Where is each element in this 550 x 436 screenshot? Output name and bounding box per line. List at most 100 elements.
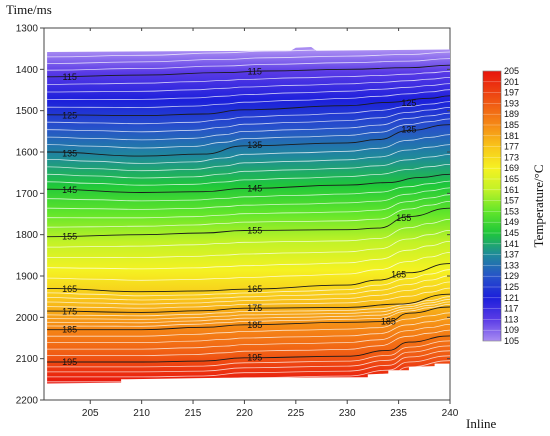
contour-line-155 (47, 207, 450, 238)
minor-contour-line (47, 163, 450, 186)
contour-label-175: 175 (62, 307, 77, 317)
minor-contour-line (47, 298, 450, 320)
colorbar-tick-label: 117 (504, 304, 518, 314)
colorbar-tick-label: 161 (504, 185, 519, 195)
contour-label-135: 135 (62, 149, 77, 159)
temperature-field (47, 47, 450, 384)
minor-contour-line (47, 112, 450, 141)
minor-contour-line (47, 200, 450, 228)
x-axis-title: Inline (466, 416, 497, 431)
contour-label-125: 125 (401, 98, 416, 108)
y-tick-label: 1900 (16, 272, 39, 283)
minor-contour-line (47, 144, 450, 172)
x-tick-label: 215 (185, 408, 202, 419)
minor-contour-line (47, 281, 450, 305)
contour-label-165: 165 (247, 284, 262, 294)
minor-contour-line (47, 240, 450, 270)
minor-contour-line (47, 47, 450, 58)
contour-line-195 (47, 335, 450, 363)
minor-contour-line (47, 154, 450, 179)
contour-line-185 (47, 306, 450, 331)
minor-contour-line (47, 77, 450, 93)
y-axis-title: Time/ms (6, 2, 52, 17)
colorbar-ticks: 2052011971931891851811771731691651611571… (483, 66, 519, 346)
colorbar-tick-label: 189 (504, 109, 519, 119)
colorbar-tick-label: 129 (504, 271, 519, 281)
minor-contour-line (47, 83, 450, 100)
minor-contour-line (47, 312, 450, 337)
colorbar-tick-label: 169 (504, 163, 519, 173)
y-axis-ticks: 1300 1400 1500 1600 1700 1800 1900 2000 2100 2200 (16, 24, 450, 407)
minor-contour-line (47, 252, 450, 281)
minor-contour-line (47, 301, 450, 324)
contour-label-195: 195 (62, 357, 77, 367)
colorbar-tick-label: 153 (504, 206, 519, 216)
contour-label-155: 155 (247, 226, 262, 236)
minor-contour-line (47, 180, 450, 202)
contour-label-135: 135 (401, 125, 416, 135)
contour-label-155: 155 (62, 232, 77, 242)
y-tick-label: 1600 (16, 148, 39, 159)
colorbar-tick-label: 137 (504, 250, 519, 260)
contour-line-175 (47, 293, 450, 313)
minor-contour-line (47, 318, 450, 344)
contour-line-135 (47, 124, 450, 157)
y-tick-label: 2200 (16, 396, 39, 407)
colorbar-title: Temperature/°C (531, 165, 546, 248)
colorbar-tick-label: 133 (504, 260, 519, 270)
minor-contour-line (47, 89, 450, 108)
y-tick-label: 1700 (16, 189, 39, 200)
minor-contour-line (47, 101, 450, 125)
major-contours (47, 64, 450, 363)
minor-contour-line (47, 218, 450, 248)
minor-contour-line (47, 287, 450, 309)
colorbar-tick-label: 121 (504, 293, 519, 303)
minor-contour-line (47, 70, 450, 85)
minor-contour-line (47, 107, 450, 133)
contour-labels: 115 115 125 125 135 135 135 145 145 155 155 155 165 1… (62, 66, 416, 367)
minor-contour-line (47, 275, 450, 301)
colorbar-tick-label: 181 (504, 131, 519, 141)
minor-contour-line (47, 329, 450, 356)
y-tick-label: 2100 (16, 354, 39, 365)
colorbar-tick-label: 157 (504, 196, 519, 206)
contour-line-115 (47, 64, 450, 78)
contour-label-115: 115 (248, 66, 262, 76)
colorbar-tick-label: 145 (504, 228, 519, 238)
y-tick-label: 1800 (16, 230, 39, 241)
minor-contour-line (47, 296, 450, 317)
contour-line-125 (47, 95, 450, 117)
x-tick-label: 225 (287, 408, 304, 419)
contour-label-185: 185 (62, 325, 77, 335)
colorbar-tick-label: 173 (504, 152, 519, 162)
colorbar-tick-label: 113 (504, 314, 518, 324)
contour-label-155: 155 (396, 213, 411, 223)
contour-label-125: 125 (62, 111, 77, 121)
colorbar-tick-label: 177 (504, 142, 519, 152)
colorbar-tick-label: 193 (504, 98, 519, 108)
y-tick-label: 1300 (16, 24, 39, 35)
x-tick-label: 235 (390, 408, 407, 419)
x-tick-label: 205 (82, 408, 99, 419)
minor-contour-line (47, 58, 450, 71)
minor-contour-line (47, 51, 450, 64)
y-tick-label: 1500 (16, 106, 39, 117)
minor-contour-line (47, 187, 450, 210)
minor-contour-line (47, 269, 450, 297)
contour-label-195: 195 (247, 352, 262, 362)
contour-label-145: 145 (247, 183, 262, 193)
colorbar-tick-label: 149 (504, 217, 519, 227)
contour-label-115: 115 (63, 72, 77, 82)
colorbar-tick-label: 141 (504, 239, 519, 249)
colorbar-tick-label: 165 (504, 174, 519, 184)
x-tick-label: 230 (339, 408, 356, 419)
minor-contour-line (47, 355, 450, 383)
colorbar-tick-label: 105 (504, 336, 519, 346)
colorbar-tick-label: 109 (504, 325, 519, 335)
contour-label-135: 135 (247, 140, 262, 150)
minor-contour-line (47, 345, 450, 373)
colorbar-tick-label: 201 (504, 77, 519, 87)
minor-contour-line (47, 134, 450, 164)
contour-label-165: 165 (391, 269, 406, 279)
